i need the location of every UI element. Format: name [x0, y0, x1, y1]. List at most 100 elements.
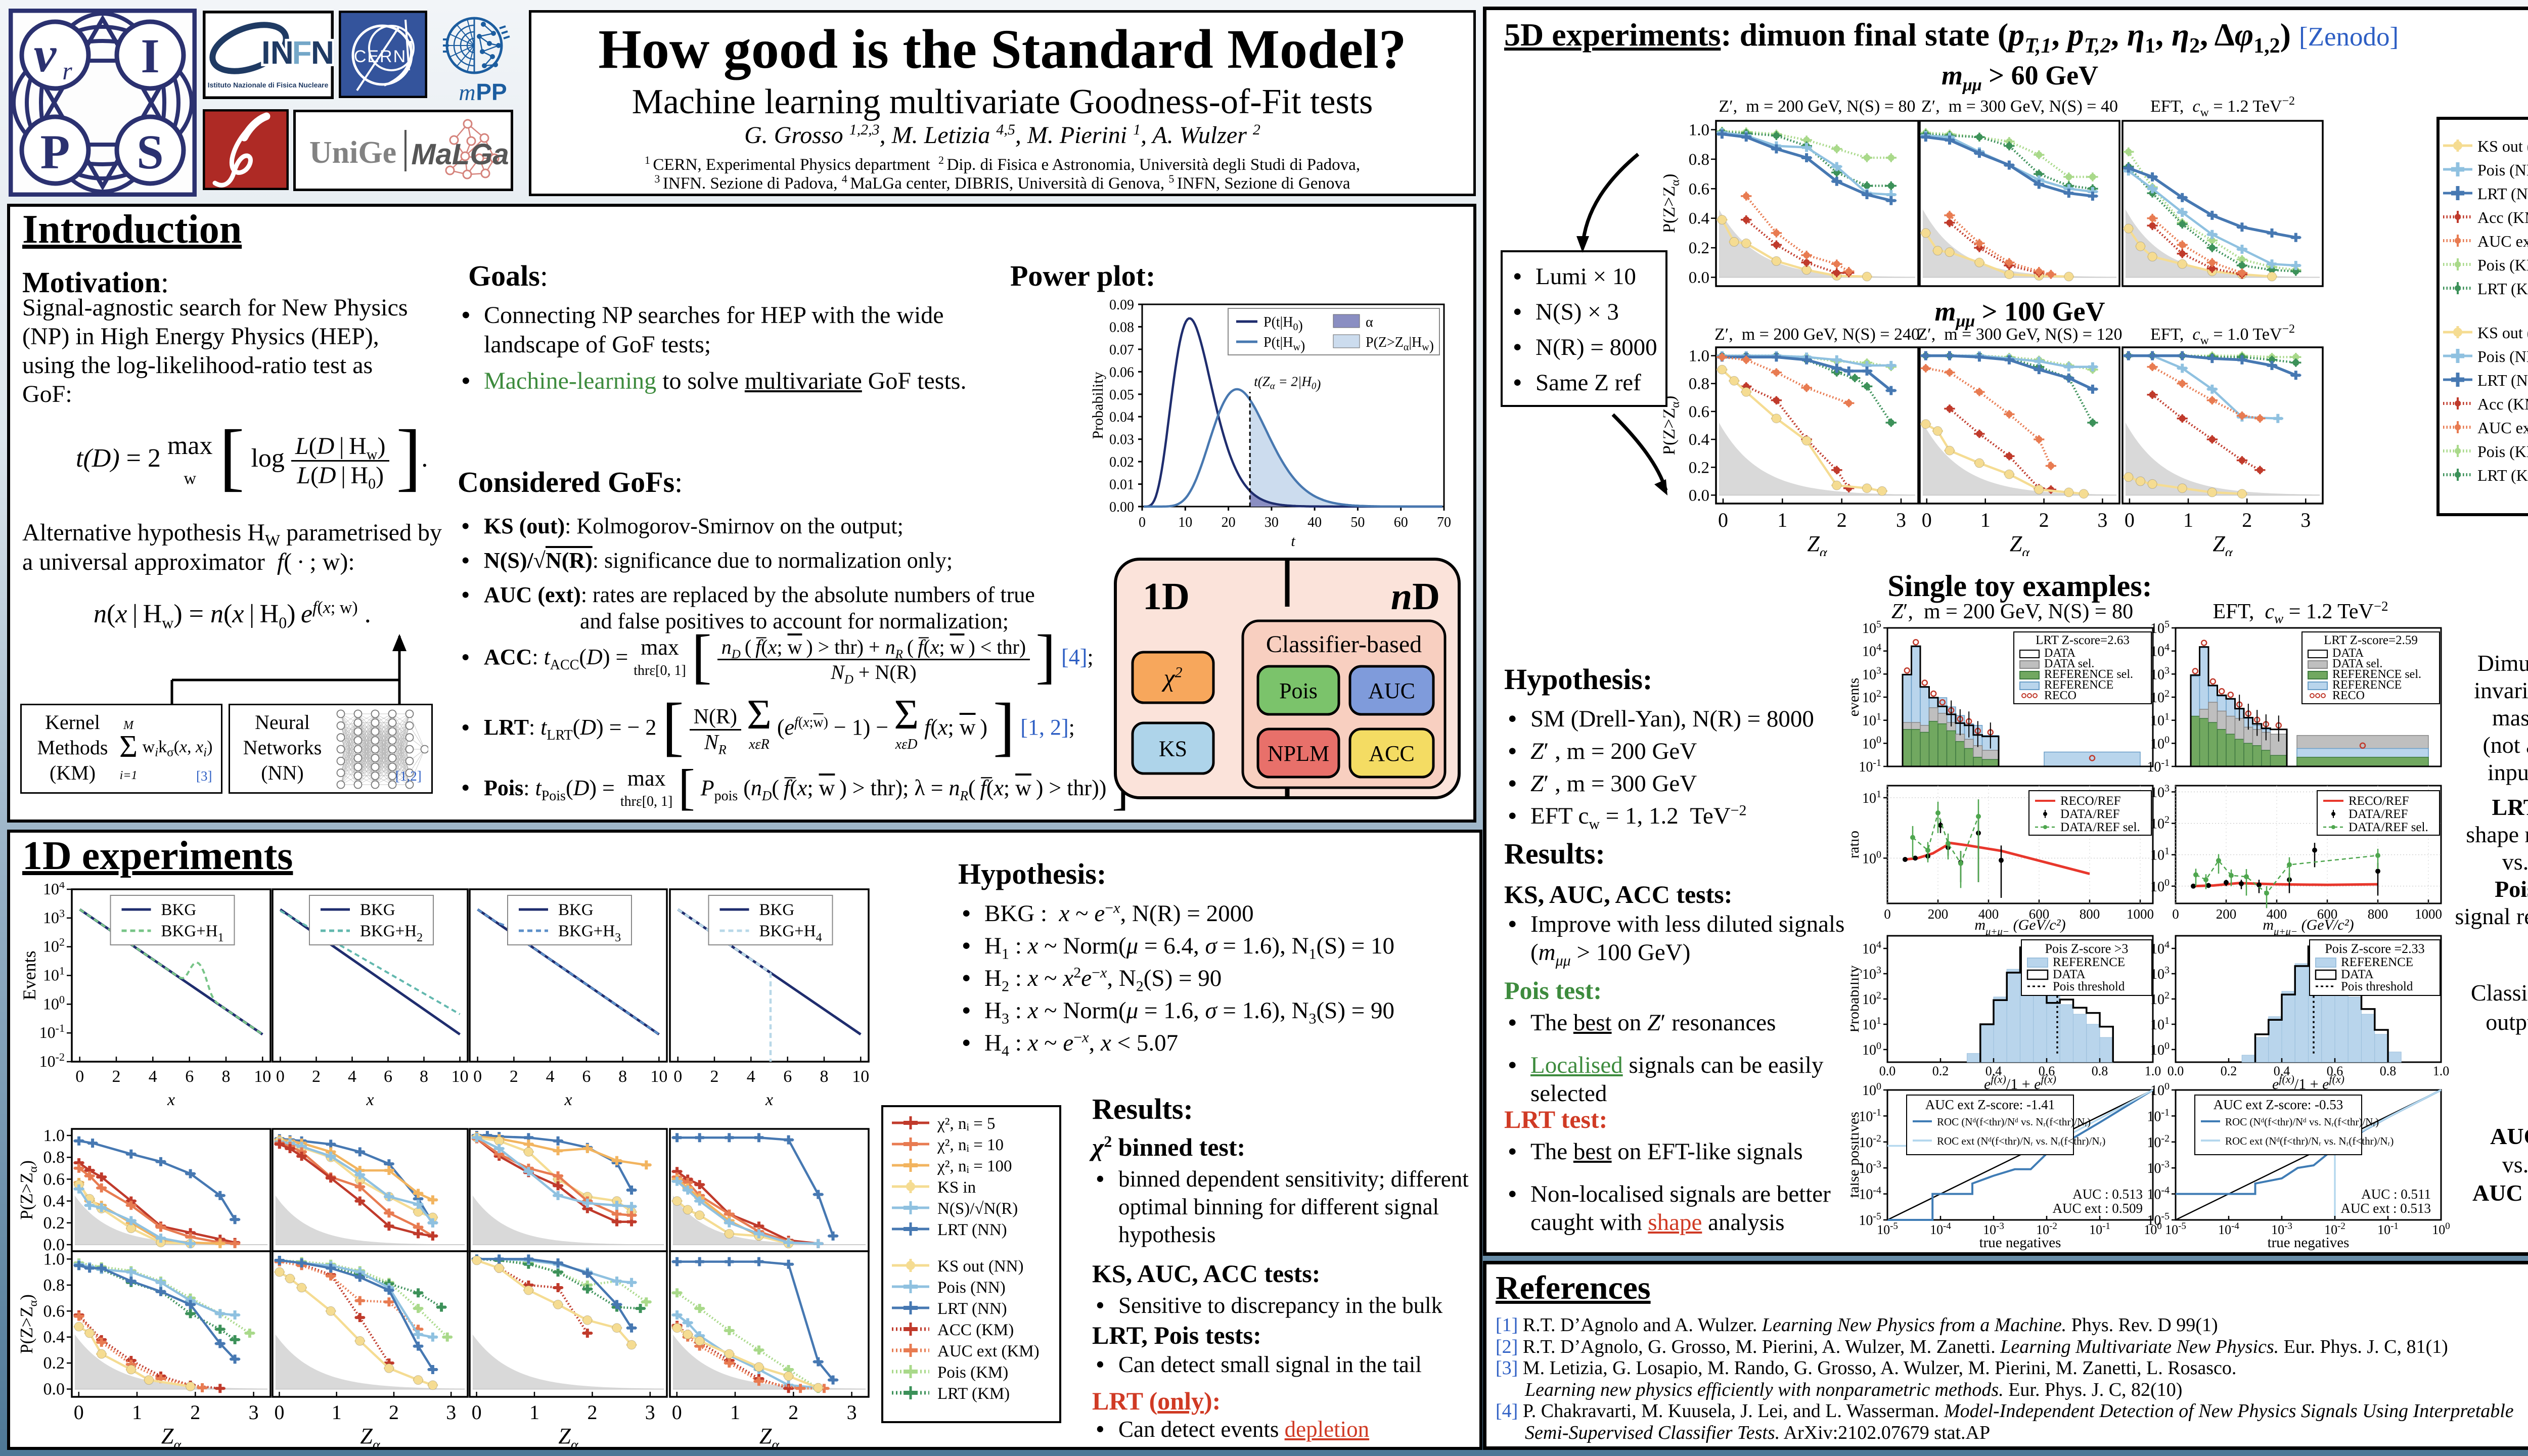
svg-text:Pois (KM): Pois (KM) — [2477, 442, 2528, 461]
svg-text:χ², nᵢ = 10: χ², nᵢ = 10 — [937, 1136, 1004, 1154]
svg-text:8: 8 — [222, 1067, 231, 1086]
svg-text:REFERENCE: REFERENCE — [2332, 678, 2402, 692]
svg-text:t: t — [1291, 533, 1295, 550]
svg-text:KS out (NN): KS out (NN) — [937, 1257, 1024, 1276]
svg-text:I: I — [141, 29, 159, 83]
svg-text:2: 2 — [190, 1401, 200, 1424]
svg-text:Pois threshold: Pois threshold — [2341, 980, 2413, 993]
svg-text:0: 0 — [472, 1401, 482, 1424]
svg-text:0: 0 — [1884, 906, 1891, 922]
svg-text:103: 103 — [43, 907, 65, 927]
svg-text:0.4: 0.4 — [43, 1328, 65, 1347]
svg-text:4: 4 — [747, 1067, 755, 1086]
svg-text:0.4: 0.4 — [2274, 1064, 2290, 1078]
svg-text:3: 3 — [847, 1401, 857, 1424]
svg-text:ROC ext (Nᵈ(f<thr)/Nᵣ vs. Nᵣ(f: ROC ext (Nᵈ(f<thr)/Nᵣ vs. Nᵣ(f<thr)/Nᵣ) — [1937, 1135, 2105, 1147]
svg-text:true negatives: true negatives — [2268, 1235, 2350, 1251]
svg-text:0.6: 0.6 — [43, 1170, 65, 1189]
svg-text:BKG: BKG — [360, 901, 395, 919]
svg-text:AUC ext (KM): AUC ext (KM) — [2477, 419, 2528, 437]
svg-text:r: r — [62, 57, 72, 85]
svg-text:10: 10 — [254, 1067, 271, 1086]
svg-text:0.06: 0.06 — [1109, 365, 1134, 380]
svg-text:0.0: 0.0 — [43, 1380, 65, 1399]
svg-text:2: 2 — [2242, 509, 2252, 531]
svg-text:S: S — [137, 125, 163, 179]
svg-text:nD: nD — [1391, 575, 1440, 618]
svg-text:1.0: 1.0 — [2433, 1064, 2450, 1078]
svg-text:103: 103 — [2150, 783, 2170, 800]
svg-text:0: 0 — [673, 1067, 682, 1086]
svg-text:LRT (NN): LRT (NN) — [2477, 185, 2528, 203]
svg-text:0: 0 — [2125, 509, 2135, 531]
svg-text:DATA/REF: DATA/REF — [2060, 807, 2119, 821]
svg-text:3: 3 — [2097, 509, 2107, 531]
svg-text:10-1: 10-1 — [2147, 757, 2170, 775]
svg-text:0.00: 0.00 — [1109, 499, 1134, 515]
svg-text:F: F — [292, 34, 311, 71]
svg-text:50: 50 — [1350, 515, 1365, 530]
svg-text:t(Zα = 2|H0): t(Zα = 2|H0) — [1254, 374, 1321, 392]
svg-text:Pois Z-score =2.33: Pois Z-score =2.33 — [2325, 941, 2424, 956]
svg-text:100: 100 — [1862, 849, 1881, 867]
svg-text:0.6: 0.6 — [43, 1302, 65, 1321]
svg-text:ROC (Nᵈ(f<thr)/Nᵈ vs. Nᵣ(f<thr: ROC (Nᵈ(f<thr)/Nᵈ vs. Nᵣ(f<thr)/Nᵣ) — [1937, 1116, 2091, 1128]
svg-text:DATA/REF: DATA/REF — [2349, 807, 2408, 821]
svg-text:DATA: DATA — [2044, 647, 2076, 660]
svg-text:100: 100 — [1862, 1040, 1881, 1058]
svg-text:Pois (NN): Pois (NN) — [2477, 161, 2528, 179]
svg-text:REFERENCE sel.: REFERENCE sel. — [2332, 668, 2421, 681]
svg-text:10-1: 10-1 — [1859, 757, 1881, 775]
svg-text:0.4: 0.4 — [1985, 1064, 2002, 1078]
svg-text:10-2: 10-2 — [39, 1051, 65, 1070]
svg-text:1: 1 — [332, 1401, 342, 1424]
svg-text:10: 10 — [852, 1067, 869, 1086]
svg-text:200: 200 — [2216, 906, 2237, 922]
svg-text:104: 104 — [43, 882, 65, 898]
svg-text:70: 70 — [1437, 515, 1451, 530]
svg-text:104: 104 — [1862, 939, 1881, 957]
svg-text:Events: Events — [20, 951, 39, 1000]
svg-text:0.01: 0.01 — [1109, 477, 1134, 493]
svg-text:AUC ext (KM): AUC ext (KM) — [937, 1342, 1040, 1360]
svg-text:BKG: BKG — [161, 901, 197, 919]
svg-text:10-2: 10-2 — [2147, 1133, 2170, 1151]
svg-text:KS in: KS in — [937, 1178, 976, 1197]
svg-text:Probability: Probability — [1090, 372, 1106, 439]
svg-text:x: x — [366, 1090, 374, 1109]
svg-text:0.0: 0.0 — [43, 1236, 65, 1254]
svg-text:0.05: 0.05 — [1109, 387, 1134, 403]
svg-text:DATA sel.: DATA sel. — [2332, 657, 2382, 670]
svg-text:6: 6 — [783, 1067, 792, 1086]
svg-text:8: 8 — [820, 1067, 829, 1086]
svg-text:104: 104 — [2150, 642, 2170, 660]
svg-text:101: 101 — [1862, 711, 1881, 729]
svg-text:RECO/REF: RECO/REF — [2349, 794, 2409, 808]
svg-text:0: 0 — [75, 1067, 84, 1086]
svg-text:10: 10 — [452, 1067, 469, 1086]
svg-text:Pois threshold: Pois threshold — [2053, 980, 2125, 993]
svg-text:100: 100 — [1862, 734, 1881, 752]
svg-text:ROC ext (Nᵈ(f<thr)/Nᵣ vs. Nᵣ(f: ROC ext (Nᵈ(f<thr)/Nᵣ vs. Nᵣ(f<thr)/Nᵣ) — [2225, 1135, 2394, 1147]
svg-text:Z′, m = 200 GeV, N(S) = 240: Z′, m = 200 GeV, N(S) = 240 — [1714, 325, 1920, 344]
svg-text:0: 0 — [275, 1401, 285, 1424]
svg-text:N: N — [311, 34, 334, 71]
svg-text:10-1: 10-1 — [39, 1022, 65, 1041]
svg-text:30: 30 — [1265, 515, 1279, 530]
svg-text:0.2: 0.2 — [1689, 239, 1709, 257]
svg-text:600: 600 — [2029, 906, 2050, 922]
svg-text:2: 2 — [312, 1067, 321, 1086]
svg-text:1: 1 — [1980, 509, 1991, 531]
svg-text:100: 100 — [2150, 1081, 2170, 1099]
svg-text:100: 100 — [2150, 734, 2170, 752]
svg-text:χ², nᵢ = 100: χ², nᵢ = 100 — [937, 1157, 1012, 1175]
svg-text:1: 1 — [529, 1401, 539, 1424]
svg-text:2: 2 — [389, 1401, 399, 1424]
svg-text:400: 400 — [1978, 906, 1999, 922]
svg-text:0.02: 0.02 — [1109, 454, 1134, 470]
svg-text:ACC (KM): ACC (KM) — [937, 1321, 1014, 1339]
svg-text:103: 103 — [1862, 965, 1881, 982]
svg-text:LRT (KM): LRT (KM) — [937, 1385, 1010, 1403]
svg-text:100: 100 — [2432, 1221, 2450, 1237]
svg-text:0.04: 0.04 — [1109, 410, 1134, 425]
